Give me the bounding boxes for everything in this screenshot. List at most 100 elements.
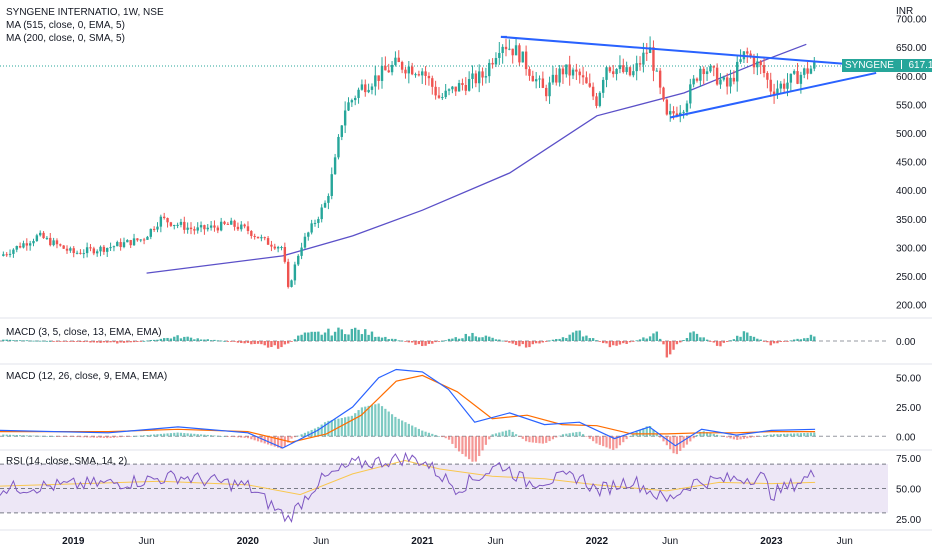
macd-histogram-bar [29, 435, 32, 437]
price-tick-label: 350.00 [896, 215, 927, 226]
macd-histogram-bar [42, 435, 45, 437]
rsi-label: RSI (14, close, SMA, 14, 2) [6, 456, 128, 467]
macd-histogram-bar [112, 436, 116, 438]
macd-fast-bar [5, 339, 8, 341]
macd-fast-bar [320, 334, 323, 341]
macd-fast-bar [759, 339, 762, 341]
macd-fast-bar [387, 339, 390, 341]
macd-fast-bar [598, 341, 602, 342]
macd-fast-bar [608, 341, 612, 348]
macd-histogram-bar [742, 436, 746, 439]
macd-histogram-bar [102, 436, 105, 439]
resistance-trendline [500, 35, 873, 68]
candle-body [25, 243, 29, 246]
macd-histogram-bar [722, 436, 725, 437]
macd-histogram-bar [12, 434, 15, 437]
candle-body [5, 254, 8, 256]
macd-histogram-bar [303, 432, 307, 437]
macd-fast-bar [236, 341, 240, 343]
macd-fast-bar [116, 341, 119, 344]
candle-body [679, 112, 682, 116]
macd-fast-bar [310, 331, 313, 341]
macd-fast-bar [471, 332, 474, 341]
macd-fast-bar [568, 334, 571, 341]
macd-fast-bar [410, 341, 414, 343]
macd-histogram-bar [692, 436, 695, 439]
macd-fast-bar [189, 337, 193, 341]
candle-body [772, 91, 776, 95]
macd-histogram-bar [347, 416, 350, 437]
macd-histogram-bar [86, 436, 89, 438]
macd-fast-bar [722, 341, 726, 343]
macd-fast-bar [689, 332, 692, 341]
macd-histogram-bar [468, 436, 471, 460]
macd-histogram-bar [521, 436, 524, 439]
candle-body [28, 243, 32, 246]
macd-histogram-bar [119, 436, 122, 438]
macd-fast-bar [243, 341, 246, 344]
candle-body [491, 62, 494, 65]
macd-histogram-bar [514, 434, 518, 437]
candle-body [766, 73, 769, 80]
candle-body [565, 64, 568, 75]
time-axis-label: 2023 [760, 536, 783, 547]
macd-fast-bar [669, 341, 672, 355]
macd-histogram-bar [169, 433, 173, 437]
candle-body [404, 69, 407, 74]
candle-body [109, 247, 112, 249]
candle-body [59, 244, 62, 246]
macd-histogram-bar [25, 435, 28, 437]
macd-histogram-bar [344, 417, 347, 437]
macd-histogram-bar [561, 434, 565, 437]
candle-body [250, 231, 253, 236]
macd-histogram-bar [176, 432, 179, 437]
candle-body [183, 221, 186, 230]
macd-histogram-bar [632, 433, 635, 437]
candle-body [236, 226, 240, 230]
price-tick-label: 550.00 [896, 100, 927, 111]
macd-fast-bar [126, 341, 129, 343]
macd-fast-bar [283, 341, 287, 345]
candle-body [551, 74, 555, 83]
candle-body [327, 195, 330, 203]
candle-body [32, 240, 35, 244]
macd-histogram-bar [377, 403, 380, 437]
macd-histogram-bar [447, 436, 451, 440]
candle-body [695, 78, 699, 81]
candle-body [494, 57, 498, 65]
macd-fast-bar [524, 341, 528, 348]
macd-histogram-bar [159, 433, 162, 437]
macd-fast-bar [447, 338, 451, 341]
candle-body [240, 224, 243, 230]
macd-fast-bar [233, 341, 236, 342]
candle-body [354, 97, 357, 101]
macd-fast-bar [417, 341, 421, 345]
macd-histogram-bar [806, 432, 809, 437]
macd-fast-bar [665, 341, 669, 358]
macd-fast-bar [736, 335, 739, 341]
candle-body [407, 66, 411, 74]
macd-histogram-bar [129, 436, 132, 437]
macd-histogram-bar [116, 436, 119, 438]
macd-histogram-bar [394, 416, 397, 437]
macd-histogram-bar [813, 432, 816, 437]
candle-body [343, 110, 347, 126]
macd-fast-bar [622, 341, 625, 344]
macd-histogram-bar [79, 436, 82, 438]
macd-histogram-bar [126, 436, 129, 437]
candle-body [655, 70, 658, 72]
candle-body [799, 74, 803, 84]
macd-histogram-bar [746, 436, 749, 439]
candle-body [528, 69, 531, 76]
rsi-line [0, 451, 815, 524]
time-axis-label: Jun [488, 536, 504, 547]
macd-histogram-bar [766, 435, 769, 437]
macd-histogram-bar [682, 436, 685, 448]
candle-body [142, 239, 146, 241]
candle-body [169, 222, 173, 226]
macd-fast-bar [256, 341, 260, 344]
candle-body [18, 245, 22, 248]
macd-fast-bar [555, 339, 558, 341]
macd-fast-bar [337, 327, 340, 341]
